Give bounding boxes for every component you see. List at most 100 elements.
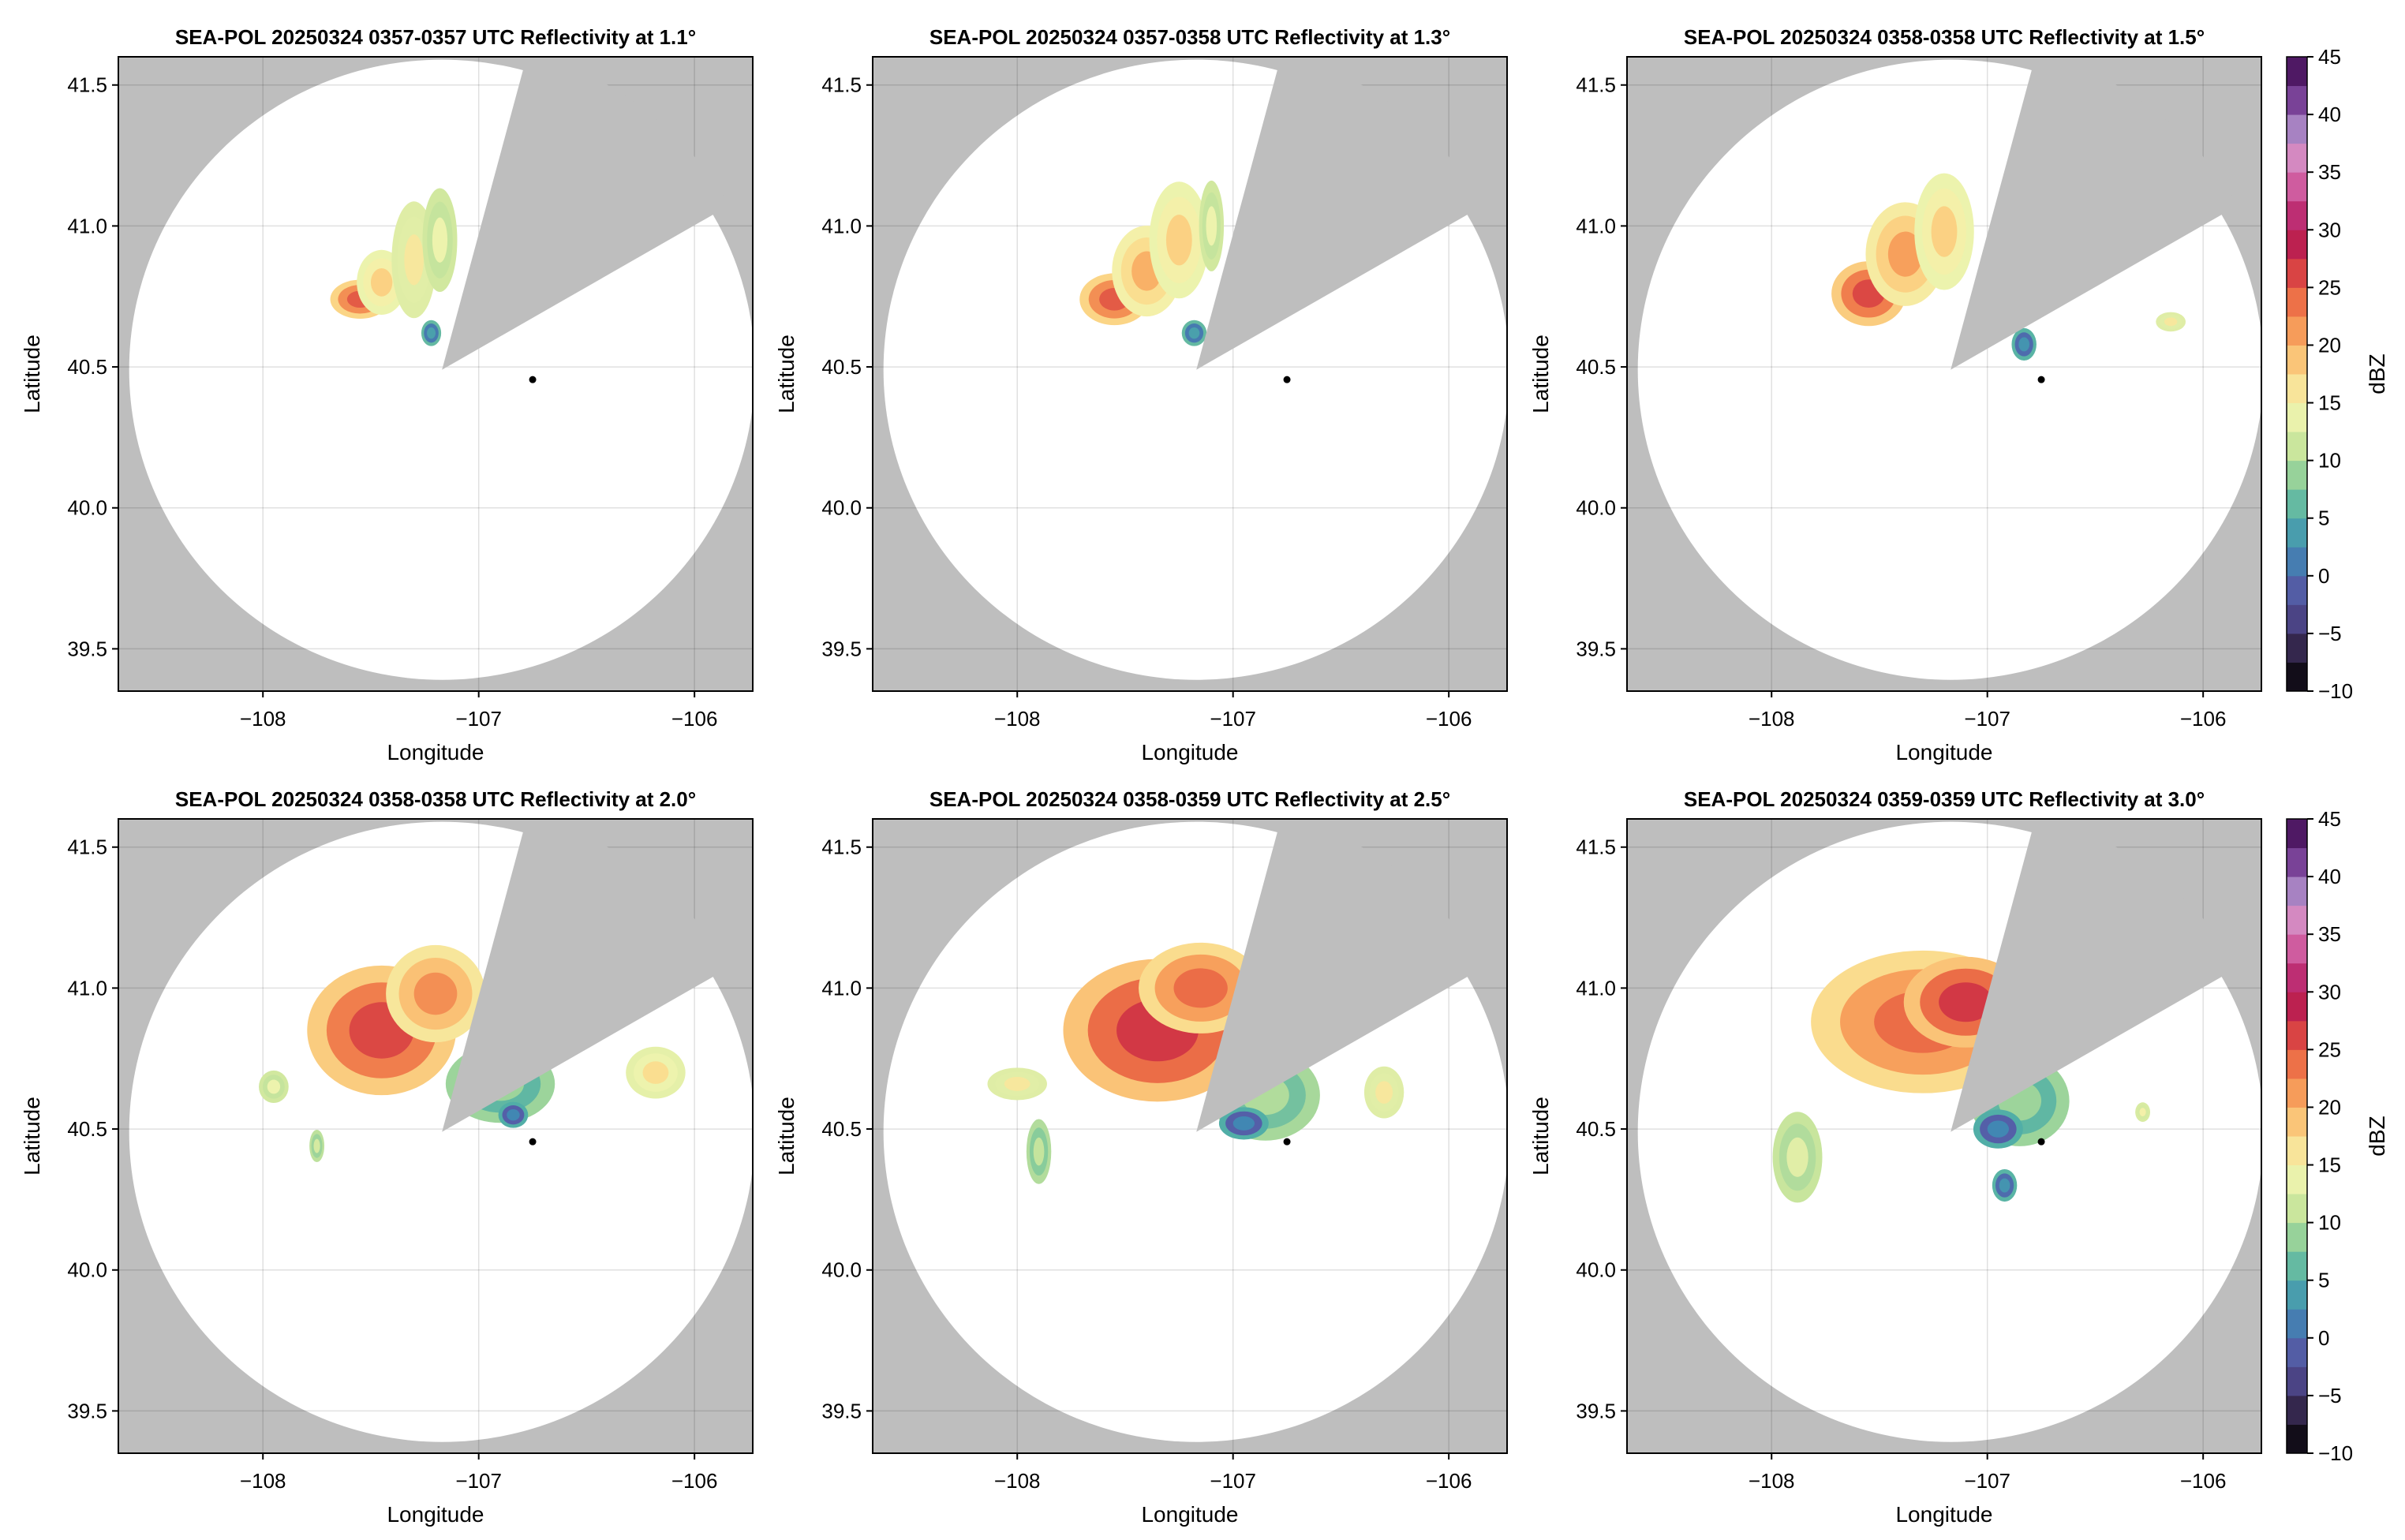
colorbar-segment: [2287, 345, 2307, 375]
colorbar-label: dBZ: [2365, 353, 2389, 394]
y-tick-label: 40.5: [67, 1117, 107, 1141]
colorbar-segment: [2287, 1194, 2307, 1224]
colorbar-tick-label: −10: [2318, 679, 2353, 703]
panel-title: SEA-POL 20250324 0357-0357 UTC Reflectiv…: [175, 25, 696, 49]
echo-cell-core: [1931, 206, 1958, 257]
colorbar-segment: [2287, 992, 2307, 1022]
y-tick-label: 40.0: [67, 1258, 107, 1282]
x-axis-label: Longitude: [1141, 740, 1238, 764]
echo-cell-core: [1987, 1120, 2010, 1138]
echo-cell-core: [2164, 317, 2178, 327]
site-marker: [529, 376, 537, 383]
colorbar-tick-label: 35: [2318, 922, 2341, 946]
x-tick-label: −107: [455, 1469, 502, 1493]
colorbar-segment: [2287, 1107, 2307, 1137]
colorbar-tick-label: 10: [2318, 449, 2341, 473]
echo-cell-core: [1939, 982, 1993, 1022]
colorbar-segment: [2287, 57, 2307, 87]
colorbar-tick-label: −10: [2318, 1441, 2353, 1465]
echo-cell-core: [1375, 1081, 1393, 1104]
y-tick-label: 40.5: [1576, 355, 1616, 379]
colorbar-tick-label: 5: [2318, 506, 2329, 530]
colorbar-1: 45 40 35 30 25 20 15 10 5 0 −5 −10 dBZ: [2286, 45, 2389, 703]
echo-cell-core: [2018, 337, 2030, 352]
colorbar-segment: [2287, 905, 2307, 935]
panel-title: SEA-POL 20250324 0359-0359 UTC Reflectiv…: [1684, 787, 2205, 811]
y-tick-label: 41.5: [1576, 73, 1616, 97]
colorbar-segment: [2287, 287, 2307, 317]
colorbar-tick-label: −5: [2318, 1384, 2342, 1407]
site-marker: [1283, 376, 1291, 383]
site-marker: [2037, 1138, 2045, 1146]
colorbar-2: 45 40 35 30 25 20 15 10 5 0 −5 −10 dBZ: [2286, 807, 2389, 1465]
x-axis-label: Longitude: [1895, 740, 1992, 764]
colorbar-tick-label: 20: [2318, 1095, 2341, 1119]
colorbar-label: dBZ: [2365, 1116, 2389, 1156]
y-tick-label: 41.5: [821, 835, 862, 859]
colorbar-segment: [2287, 518, 2307, 548]
panel-4: −108 −107 −106 39.5 40.0 40.5 41.0 41.5 SEA-POL …: [20, 787, 754, 1527]
panel-title: SEA-POL 20250324 0358-0359 UTC Reflectiv…: [929, 787, 1450, 811]
colorbar-tick-label: 35: [2318, 160, 2341, 184]
y-tick-label: 40.0: [1576, 1258, 1616, 1282]
x-axis-label: Longitude: [1895, 1502, 1992, 1527]
echo-cell-core: [413, 972, 458, 1015]
site-marker: [1283, 1138, 1291, 1146]
colorbar-tick-label: 25: [2318, 275, 2341, 299]
axes-frame: [872, 56, 1508, 692]
colorbar-frame: [2286, 56, 2308, 692]
echo-cell-core: [1173, 968, 1228, 1008]
panel-title: SEA-POL 20250324 0358-0358 UTC Reflectiv…: [175, 787, 696, 811]
x-tick-label: −106: [2180, 1469, 2227, 1493]
colorbar-segment: [2287, 1251, 2307, 1281]
colorbar-segment: [2287, 1395, 2307, 1425]
y-tick-label: 41.0: [1576, 976, 1616, 1000]
y-axis-label: Latitude: [20, 335, 44, 413]
colorbar-segment: [2287, 604, 2307, 634]
site-marker: [2037, 376, 2045, 383]
colorbar-tick-label: 30: [2318, 980, 2341, 1004]
colorbar-segment: [2287, 1164, 2307, 1194]
y-tick-label: 39.5: [821, 1399, 862, 1422]
echo-cell-core: [1999, 1178, 2010, 1193]
y-tick-label: 40.5: [821, 355, 862, 379]
colorbar-segment: [2287, 547, 2307, 577]
y-axis-label: Latitude: [1528, 1097, 1553, 1176]
panel-3: −108 −107 −106 39.5 40.0 40.5 41.0 41.5 SEA-POL …: [1528, 25, 2262, 764]
colorbar-segment: [2287, 1222, 2307, 1252]
y-tick-label: 41.5: [67, 73, 107, 97]
y-tick-label: 41.5: [1576, 835, 1616, 859]
echo-cell-core: [1004, 1076, 1030, 1091]
echo-cell-core: [1232, 1116, 1255, 1131]
y-axis-label: Latitude: [20, 1097, 44, 1176]
y-tick-label: 40.0: [821, 496, 862, 520]
colorbar-segment: [2287, 633, 2307, 663]
colorbar-tick-label: 15: [2318, 1153, 2341, 1177]
x-axis-label: Longitude: [387, 1502, 484, 1527]
x-tick-label: −107: [1210, 707, 1256, 731]
colorbar-tick-label: 0: [2318, 1326, 2329, 1350]
colorbar-tick-label: 30: [2318, 218, 2341, 241]
echo-cell-core: [370, 268, 393, 297]
echo-cell-core: [1206, 206, 1217, 246]
y-tick-label: 40.0: [67, 496, 107, 520]
x-tick-label: −108: [1749, 1469, 1795, 1493]
colorbar-segment: [2287, 402, 2307, 432]
x-tick-label: −108: [1749, 707, 1795, 731]
y-tick-label: 41.5: [67, 835, 107, 859]
colorbar-segment: [2287, 575, 2307, 605]
x-tick-label: −108: [994, 1469, 1041, 1493]
colorbar-segment: [2287, 114, 2307, 144]
x-tick-label: −107: [455, 707, 502, 731]
y-tick-label: 39.5: [67, 1399, 107, 1422]
x-axis-label: Longitude: [1141, 1502, 1238, 1527]
y-tick-label: 41.5: [821, 73, 862, 97]
colorbar-segment: [2287, 662, 2307, 692]
echo-cell-core: [2139, 1108, 2146, 1116]
y-tick-label: 41.0: [67, 976, 107, 1000]
colorbar-segment: [2287, 1020, 2307, 1050]
x-tick-label: −106: [671, 1469, 718, 1493]
colorbar-segment: [2287, 200, 2307, 230]
colorbar-tick-label: 5: [2318, 1269, 2329, 1292]
